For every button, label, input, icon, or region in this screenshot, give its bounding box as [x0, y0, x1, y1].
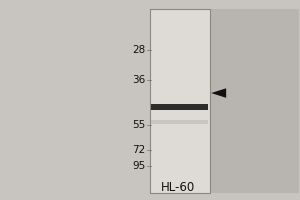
Text: 72: 72: [132, 145, 146, 155]
Polygon shape: [211, 88, 226, 98]
FancyBboxPatch shape: [150, 9, 210, 193]
Text: 28: 28: [132, 45, 146, 55]
Text: 36: 36: [132, 75, 146, 85]
Text: 95: 95: [132, 161, 146, 171]
Text: HL-60: HL-60: [161, 181, 196, 194]
FancyBboxPatch shape: [152, 104, 208, 110]
Text: 55: 55: [132, 120, 146, 130]
FancyBboxPatch shape: [210, 9, 299, 193]
FancyBboxPatch shape: [152, 120, 208, 124]
